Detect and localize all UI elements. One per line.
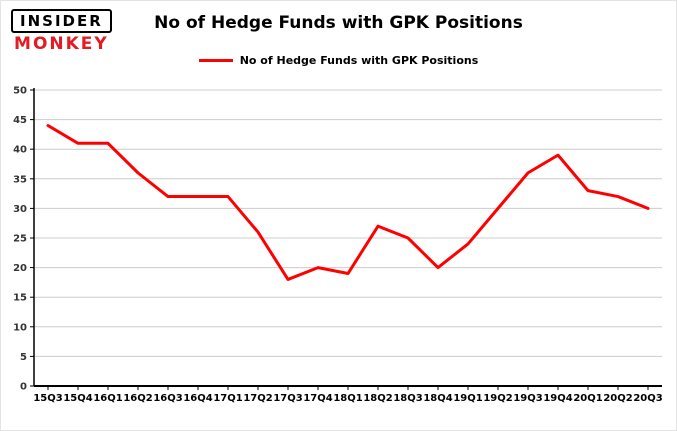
axes: [33, 88, 662, 387]
logo-monkey-text: MONKEY: [14, 34, 109, 54]
title-block: No of Hedge Funds with GPK Positions No …: [1, 13, 676, 67]
x-tick-label: 20Q2: [603, 393, 632, 404]
y-tick-label: 35: [13, 174, 27, 185]
y-tick-label: 50: [13, 86, 27, 97]
x-tick-label: 20Q1: [573, 393, 602, 404]
y-tick-label: 20: [13, 263, 27, 274]
series-line-hedge-funds: [46, 124, 650, 281]
x-tick-label: 15Q4: [63, 393, 92, 404]
x-tick-label: 19Q1: [453, 393, 482, 404]
legend: No of Hedge Funds with GPK Positions: [1, 54, 676, 67]
y-tick-label: 30: [13, 204, 27, 215]
logo-insider-text: INSIDER: [11, 9, 112, 33]
x-tick-label: 16Q4: [183, 393, 212, 404]
x-tick-label: 18Q3: [393, 393, 422, 404]
y-tick-label: 10: [13, 322, 27, 333]
x-tick-label: 18Q4: [423, 393, 452, 404]
x-tick-label: 18Q1: [333, 393, 362, 404]
y-tick-label: 45: [13, 115, 27, 126]
chart-title: No of Hedge Funds with GPK Positions: [154, 13, 523, 33]
x-tick-label: 15Q3: [33, 393, 62, 404]
y-tick-label: 15: [13, 293, 27, 304]
x-tick-label: 20Q3: [633, 393, 662, 404]
x-tick-labels: 15Q3 15Q4 16Q1 16Q2 16Q3 16Q4 17Q1 17Q2 17Q3 17Q4…: [33, 386, 663, 404]
x-tick-label: 19Q2: [483, 393, 512, 404]
x-tick-label: 17Q4: [303, 393, 332, 404]
x-tick-label: 17Q1: [213, 393, 242, 404]
y-tick-labels: 0 5 10 15 20 25 30 35 40 45 50: [13, 86, 34, 393]
x-tick-label: 16Q3: [153, 393, 182, 404]
grid: [34, 89, 662, 357]
x-tick-label: 16Q1: [93, 393, 122, 404]
y-tick-label: 5: [20, 352, 27, 363]
y-tick-label: 40: [13, 145, 27, 156]
legend-line-swatch: [198, 59, 233, 62]
x-tick-label: 17Q3: [273, 393, 302, 404]
x-tick-label: 18Q2: [363, 393, 392, 404]
insider-monkey-logo: INSIDER MONKEY: [11, 9, 112, 54]
y-tick-label: 25: [13, 234, 27, 245]
y-tick-label: 0: [20, 382, 27, 393]
x-tick-label: 17Q2: [243, 393, 272, 404]
legend-label: No of Hedge Funds with GPK Positions: [239, 54, 479, 67]
x-tick-label: 19Q3: [513, 393, 542, 404]
x-tick-label: 16Q2: [123, 393, 152, 404]
x-tick-label: 19Q4: [543, 393, 572, 404]
